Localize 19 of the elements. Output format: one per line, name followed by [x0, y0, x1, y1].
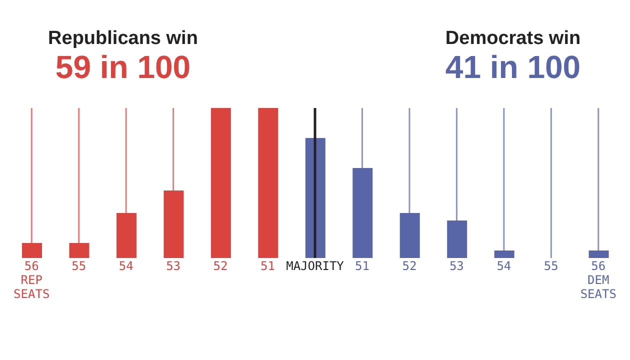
- text: Republicans win: [48, 28, 198, 50]
- x-tick-label: 53: [449, 259, 464, 273]
- x-tick-label: MAJORITY: [286, 259, 345, 273]
- text: Democrats win: [444, 28, 582, 50]
- x-tick-label: 55: [544, 259, 558, 273]
- x-tick-label: 56 DEM SEATS: [580, 259, 616, 301]
- bar: [258, 108, 278, 258]
- bar: [210, 108, 231, 258]
- x-tick-label: 55: [72, 259, 86, 273]
- x-tick-label: 54: [118, 259, 134, 273]
- x-tick-label: 51: [355, 259, 370, 273]
- text: 59 in 100: [54, 49, 192, 85]
- x-tick-label: 56 REP SEATS: [14, 259, 50, 301]
- x-tick-label: 52: [213, 259, 228, 273]
- x-tick-label: 52: [402, 259, 417, 273]
- x-tick-label: 51: [260, 259, 275, 273]
- x-tick-label: 53: [166, 259, 181, 273]
- x-tick-label: 54: [496, 259, 512, 273]
- text: 41 in 100: [444, 49, 582, 85]
